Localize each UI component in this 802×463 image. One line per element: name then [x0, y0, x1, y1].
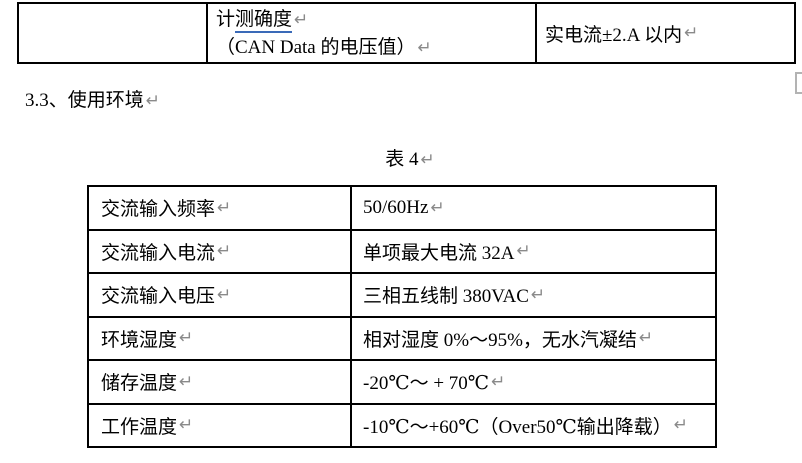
spec-table-value-cell: 实电流±2.A 以内 ↵	[537, 4, 794, 62]
table-handle-mark	[795, 72, 802, 94]
paragraph-mark-icon: ↵	[217, 284, 232, 305]
env-label-text: 工作温度	[101, 416, 178, 438]
table-row: 交流输入频率 ↵ 50/60Hz ↵	[89, 187, 715, 229]
env-label-cell: 交流输入频率 ↵	[89, 187, 352, 229]
env-value-cell: 相对湿度 0%～95%，无水汽凝结 ↵	[352, 318, 715, 360]
paragraph-mark-icon: ↵	[145, 91, 161, 111]
spec-table-empty-cell	[19, 4, 208, 62]
spec-value-text: 实电流±2.A 以内	[545, 24, 683, 46]
paragraph-mark-icon: ↵	[684, 23, 699, 43]
env-label-text: 交流输入频率	[101, 199, 216, 221]
env-value-text: 单项最大电流 32A	[363, 242, 515, 264]
paragraph-mark-icon: ↵	[179, 371, 194, 392]
env-label-text: 环境湿度	[101, 329, 178, 351]
spec-table-fragment: 计测确度 ↵ （CAN Data 的电压值） ↵ 实电流±2.A 以内 ↵	[17, 2, 796, 64]
paragraph-mark-icon: ↵	[516, 241, 531, 262]
section-heading-text: 3.3、使用环境	[25, 90, 144, 111]
env-value-cell: 单项最大电流 32A ↵	[352, 231, 715, 273]
paragraph-mark-icon: ↵	[217, 241, 232, 262]
env-value-cell: -20℃～ + 70℃ ↵	[352, 361, 715, 403]
paragraph-mark-icon: ↵	[179, 328, 194, 349]
paragraph-mark-icon: ↵	[491, 371, 506, 392]
grammar-checked-text: 测确度	[235, 9, 293, 33]
env-value-text: -20℃～ + 70℃	[363, 373, 490, 395]
spec-param-text: 计	[216, 9, 236, 30]
paragraph-mark-icon: ↵	[294, 10, 309, 30]
env-label-cell: 交流输入电流 ↵	[89, 230, 352, 272]
spec-param-line2: （CAN Data 的电压值） ↵	[216, 34, 535, 62]
env-value-cell: -10℃～+60℃（Over50℃输出降载） ↵	[352, 405, 715, 447]
spec-param-text2: （CAN Data 的电压值）	[216, 37, 416, 58]
table-caption: 表 4 ↵	[0, 144, 802, 171]
table-row: 交流输入电流 ↵ 单项最大电流 32A ↵	[89, 228, 715, 273]
table-caption-text: 表 4	[385, 149, 419, 170]
env-label-cell: 储存温度 ↵	[89, 361, 352, 403]
environment-table: 交流输入频率 ↵ 50/60Hz ↵ 交流输入电流 ↵ 单项最大电流 32A ↵ 交流输…	[87, 185, 717, 448]
table-row: 交流输入电压 ↵ 三相五线制 380VAC ↵	[89, 272, 715, 316]
paragraph-mark-icon: ↵	[420, 150, 435, 170]
paragraph-mark-icon: ↵	[673, 415, 689, 436]
env-value-text: 相对湿度 0%～95%，无水汽凝结	[363, 329, 637, 351]
section-heading: 3.3、使用环境 ↵	[25, 85, 160, 112]
paragraph-mark-icon: ↵	[638, 328, 654, 349]
table-row: 储存温度 ↵ -20℃～ + 70℃ ↵	[89, 359, 715, 403]
table-row: 环境湿度 ↵ 相对湿度 0%～95%，无水汽凝结 ↵	[89, 315, 715, 360]
spec-table-param-cell: 计测确度 ↵ （CAN Data 的电压值） ↵	[208, 4, 537, 62]
env-value-cell: 50/60Hz ↵	[352, 187, 715, 229]
env-value-text: 三相五线制 380VAC	[363, 286, 529, 308]
env-label-cell: 交流输入电压 ↵	[89, 274, 352, 316]
paragraph-mark-icon: ↵	[430, 197, 445, 218]
env-value-text: 50/60Hz	[363, 196, 429, 218]
env-label-cell: 环境湿度 ↵	[89, 317, 352, 359]
env-label-text: 储存温度	[101, 373, 178, 395]
env-label-text: 交流输入电流	[101, 242, 216, 264]
paragraph-mark-icon: ↵	[217, 197, 232, 218]
paragraph-mark-icon: ↵	[530, 284, 546, 305]
paragraph-mark-icon: ↵	[417, 38, 432, 58]
paragraph-mark-icon: ↵	[179, 415, 194, 436]
table-row: 工作温度 ↵ -10℃～+60℃（Over50℃输出降载） ↵	[89, 402, 715, 447]
env-value-text: -10℃～+60℃（Over50℃输出降载）	[363, 416, 672, 438]
env-label-text: 交流输入电压	[101, 286, 216, 308]
env-value-cell: 三相五线制 380VAC ↵	[352, 274, 715, 316]
spec-param-line1: 计测确度 ↵	[216, 6, 535, 34]
env-label-cell: 工作温度 ↵	[89, 404, 352, 446]
